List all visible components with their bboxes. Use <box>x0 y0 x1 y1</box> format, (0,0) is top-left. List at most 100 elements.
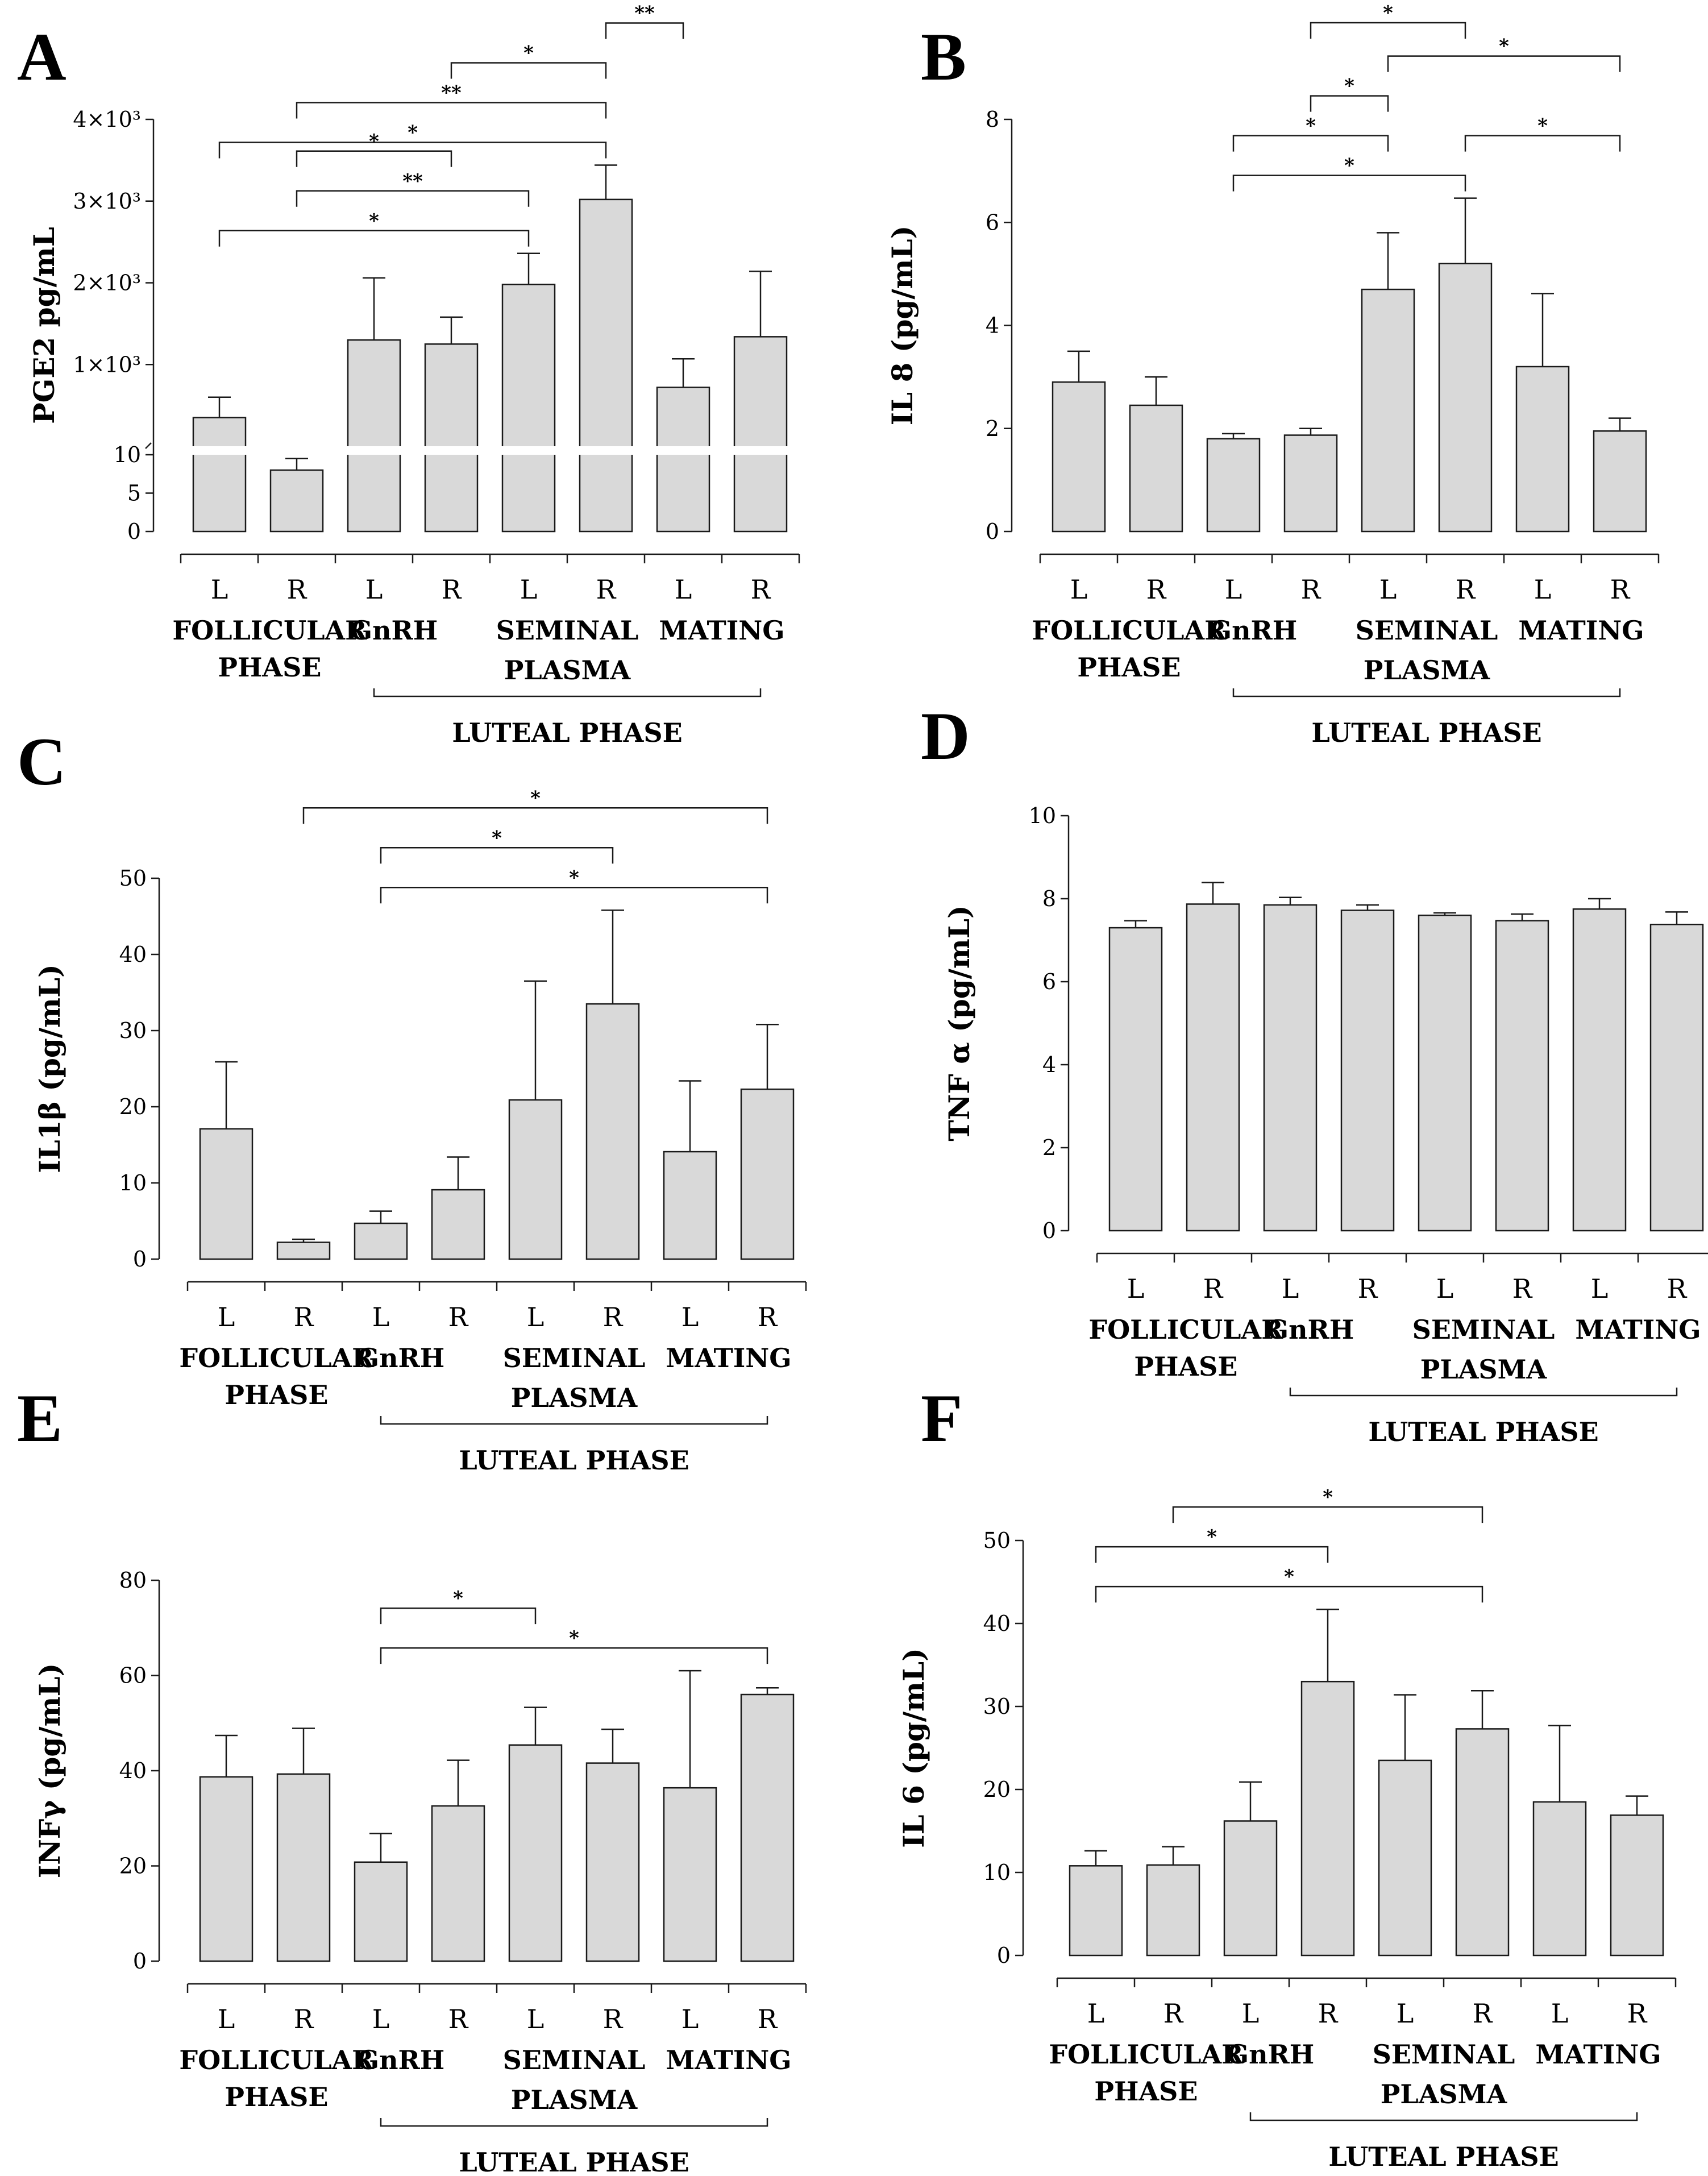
significance-bracket-5 <box>296 190 530 207</box>
y-tick-label: 1×10³ <box>73 352 141 377</box>
significance-label-1: * <box>1207 1526 1217 1548</box>
group-follicular: FOLLICULAR <box>1088 1314 1283 1345</box>
group-follicular: FOLLICULAR <box>179 2045 374 2075</box>
y-tick-label: 0 <box>127 519 141 544</box>
x-tick-label: L <box>1087 1998 1105 2029</box>
x-tick-label: R <box>1512 1273 1533 1304</box>
bar-4 <box>508 1744 563 1962</box>
x-tick-label: R <box>758 2004 778 2034</box>
x-tick-label: L <box>1551 1998 1569 2029</box>
bar-7 <box>733 336 788 533</box>
bars <box>1052 197 1647 533</box>
x-tick-label: L <box>1379 574 1397 605</box>
bar-1 <box>1129 404 1183 533</box>
x-tick-label: R <box>1163 1998 1184 2029</box>
y-tick-label: 2 <box>986 416 999 441</box>
significance-label-0: * <box>569 866 579 889</box>
group-labels: FOLLICULAR PHASE GnRH SEMINAL PLASMA MATING LU… <box>1088 1314 1701 1447</box>
bar-3 <box>431 1805 485 1962</box>
x-tick-label: L <box>1397 1998 1414 2029</box>
bar-1 <box>1186 903 1240 1232</box>
y-tick-label: 30 <box>119 1018 147 1043</box>
group-labels: FOLLICULAR PHASE GnRH SEMINAL PLASMA MATING LU… <box>179 1343 791 1476</box>
x-tick-label: L <box>675 574 692 605</box>
bar-5 <box>1438 263 1493 533</box>
y-tick-label: 0 <box>997 1943 1011 1968</box>
group-mating: MATING <box>666 2045 791 2075</box>
x-tick-label: R <box>448 2004 469 2034</box>
bar-0 <box>1052 381 1106 533</box>
significance-brackets: * * * <box>1095 1486 1483 1603</box>
group-labels: FOLLICULAR PHASE GnRH SEMINAL PLASMA MATING LU… <box>1049 2039 1661 2172</box>
bar-2 <box>354 1222 408 1260</box>
bar-4 <box>501 284 556 533</box>
x-tick-label: L <box>527 2004 545 2034</box>
significance-label-1: * <box>1306 115 1316 138</box>
x-tick-label: L <box>372 1302 390 1332</box>
x-tick-label: R <box>294 2004 314 2034</box>
y-tick-label: 40 <box>119 942 147 967</box>
bar-6 <box>663 1151 717 1260</box>
significance-bracket-2 <box>302 807 768 824</box>
x-tick-label: R <box>448 1302 469 1332</box>
significance-label-1: * <box>492 827 502 849</box>
group-follicular-line2: PHASE <box>218 652 321 683</box>
group-follicular: FOLLICULAR <box>179 1343 374 1373</box>
panel-d: D 0 2 4 6 8 10 TNF α (pg/mL) L R L R L R L R FOLLICULAR P… <box>921 698 1708 1447</box>
group-luteal: LUTEAL PHASE <box>452 717 682 748</box>
group-luteal: LUTEAL PHASE <box>1368 1417 1598 1447</box>
bars <box>1108 882 1704 1232</box>
significance-brackets: * * * * * * <box>1232 2 1621 192</box>
bar-7 <box>740 1088 795 1260</box>
group-follicular-line2: PHASE <box>1094 2076 1198 2107</box>
panel-letter: F <box>921 1380 962 1456</box>
y-tick-label: 0 <box>133 1949 147 1974</box>
significance-label-0: * <box>1284 1565 1294 1588</box>
x-tick-label: R <box>1203 1273 1224 1304</box>
x-tick-label: L <box>218 1302 235 1332</box>
group-seminal-line2: PLASMA <box>504 655 631 686</box>
x-tick-label: L <box>1591 1273 1609 1304</box>
significance-label-0: * <box>569 1627 579 1650</box>
group-mating: MATING <box>1518 615 1644 646</box>
panel-letter: C <box>17 724 67 799</box>
x-tick-label: R <box>287 574 307 605</box>
significance-label-2: * <box>1344 75 1354 98</box>
x-tick-label: R <box>1667 1273 1688 1304</box>
bar-4 <box>508 1099 563 1260</box>
group-mating: MATING <box>666 1343 791 1373</box>
x-tick-label: R <box>442 574 462 605</box>
y-axis: 0 10 20 30 40 50 <box>119 866 160 1272</box>
bar-4 <box>1378 1759 1432 1957</box>
group-seminal-line2: PLASMA <box>1364 655 1491 686</box>
y-tick-label: 20 <box>119 1094 147 1119</box>
significance-bracket-3 <box>605 22 684 39</box>
y-tick-label: 40 <box>119 1758 147 1783</box>
significance-label-5: ** <box>402 170 423 193</box>
y-tick-label: 10 <box>114 442 141 467</box>
luteal-bracket <box>1289 1388 1678 1397</box>
significance-bracket-0 <box>218 142 607 159</box>
x-tick-label: L <box>1242 1998 1260 2029</box>
significance-bracket-0 <box>380 1647 768 1664</box>
significance-label-2: * <box>523 42 534 65</box>
significance-bracket-0 <box>380 887 768 904</box>
x-tick-label: R <box>1610 574 1631 605</box>
significance-bracket-1 <box>380 1607 537 1625</box>
y-tick-label: 5 <box>127 481 141 506</box>
significance-label-1: ** <box>441 82 462 105</box>
y-axis: 0 2 4 6 8 10 <box>1029 803 1070 1243</box>
bar-3 <box>1283 434 1338 533</box>
group-gnrh: GnRH <box>1210 615 1297 646</box>
bar-0 <box>199 1128 254 1260</box>
bar-6 <box>1532 1801 1587 1957</box>
bar-5 <box>579 198 633 533</box>
group-seminal: SEMINAL <box>496 615 639 646</box>
y-axis-label: IL1β (pg/mL) <box>33 964 67 1173</box>
significance-brackets: * * * <box>302 787 768 904</box>
y-axis: 0 20 40 60 80 <box>119 1568 160 1974</box>
